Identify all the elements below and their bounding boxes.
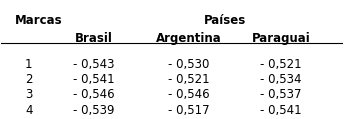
Text: - 0,537: - 0,537: [260, 88, 302, 101]
Text: - 0,541: - 0,541: [260, 104, 302, 117]
Text: - 0,517: - 0,517: [168, 104, 210, 117]
Text: 3: 3: [25, 88, 32, 101]
Text: 4: 4: [25, 104, 32, 117]
Text: Brasil: Brasil: [75, 32, 112, 45]
Text: Argentina: Argentina: [156, 32, 222, 45]
Text: Marcas: Marcas: [15, 14, 63, 27]
Text: 2: 2: [25, 73, 32, 86]
Text: Países: Países: [204, 14, 246, 27]
Text: 1: 1: [25, 58, 32, 71]
Text: - 0,543: - 0,543: [73, 58, 114, 71]
Text: - 0,546: - 0,546: [168, 88, 210, 101]
Text: - 0,521: - 0,521: [168, 73, 210, 86]
Text: - 0,530: - 0,530: [168, 58, 210, 71]
Text: Paraguai: Paraguai: [252, 32, 311, 45]
Text: - 0,541: - 0,541: [73, 73, 114, 86]
Text: - 0,521: - 0,521: [260, 58, 302, 71]
Text: - 0,539: - 0,539: [73, 104, 114, 117]
Text: - 0,546: - 0,546: [73, 88, 114, 101]
Text: - 0,534: - 0,534: [260, 73, 302, 86]
